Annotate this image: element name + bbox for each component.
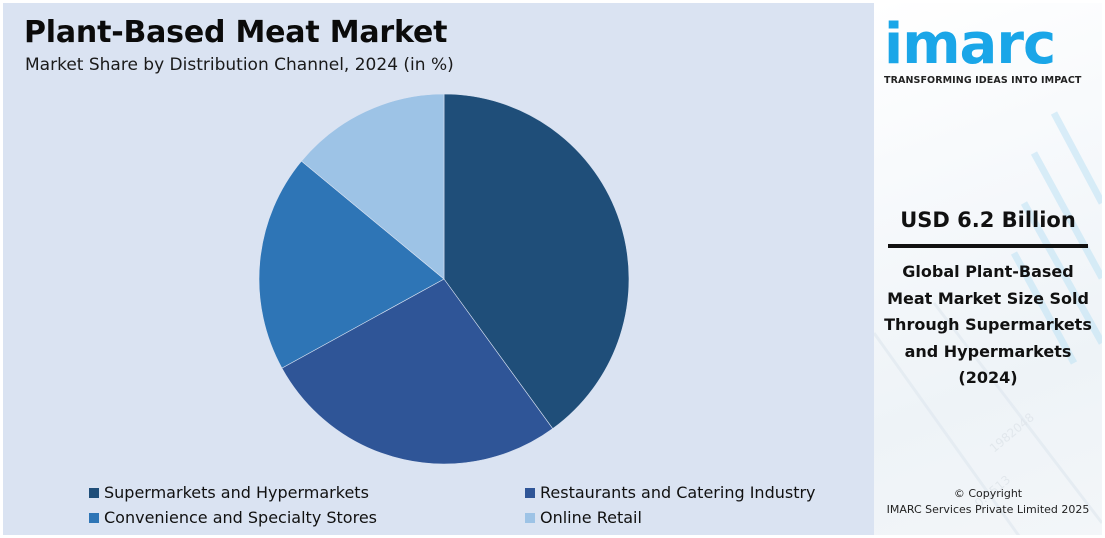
legend-item-restaurants: Restaurants and Catering Industry — [525, 483, 816, 502]
kpi-divider — [888, 244, 1088, 248]
chart-subtitle: Market Share by Distribution Channel, 20… — [25, 55, 454, 75]
kpi-value: USD 6.2 Billion — [900, 208, 1076, 232]
infographic: Plant-Based Meat Market Market Share by … — [3, 3, 1102, 535]
legend-label: Online Retail — [540, 508, 642, 527]
legend-swatch-icon — [89, 512, 99, 523]
kpi-line: Through Supermarkets — [884, 315, 1092, 334]
summary-panel: 1982048 0.1513 imarc TRANSFORMING IDEAS … — [874, 3, 1102, 535]
pie-slice-online-retail — [301, 93, 445, 280]
kpi-line: Meat Market Size Sold — [887, 288, 1089, 308]
pie-svg — [258, 93, 630, 465]
copyright-line: © Copyright — [953, 487, 1023, 500]
legend-swatch-icon — [525, 487, 535, 498]
kpi-line: Global Plant-Based — [902, 262, 1074, 281]
background-decoration: 1982048 0.1513 — [874, 111, 1102, 535]
copyright-line: IMARC Services Private Limited 2025 — [886, 503, 1090, 516]
chart-panel: Plant-Based Meat Market Market Share by … — [3, 3, 874, 535]
pie-chart — [253, 88, 635, 470]
chart-title: Plant-Based Meat Market — [24, 15, 448, 50]
legend-swatch-icon — [89, 487, 99, 498]
legend-item-online: Online Retail — [525, 508, 642, 527]
pie-slice-supermarkets-and-hypermarkets — [443, 93, 630, 430]
legend-item-convenience: Convenience and Specialty Stores — [89, 508, 377, 527]
copyright: © Copyright IMARC Services Private Limit… — [874, 486, 1102, 518]
pie-slice-restaurants-and-catering-industry — [281, 278, 554, 465]
kpi-line: and Hypermarkets — [904, 341, 1072, 361]
legend-label: Supermarkets and Hypermarkets — [104, 483, 369, 502]
kpi-line: (2024) — [958, 368, 1018, 387]
imarc-logo: imarc TRANSFORMING IDEAS INTO IMPACT — [884, 12, 1094, 87]
legend-label: Restaurants and Catering Industry — [540, 483, 816, 502]
logo-wordmark: imarc — [884, 12, 1056, 77]
svg-text:1982048: 1982048 — [987, 410, 1037, 455]
legend-label: Convenience and Specialty Stores — [104, 508, 377, 527]
pie-slice-convenience-and-specialty-stores — [258, 160, 445, 369]
kpi-description: Global Plant-Based Meat Market Size Sold… — [874, 259, 1102, 392]
legend-swatch-icon — [525, 512, 535, 523]
logo-tagline: TRANSFORMING IDEAS INTO IMPACT — [884, 75, 1082, 86]
legend-item-supermarkets: Supermarkets and Hypermarkets — [89, 483, 369, 502]
